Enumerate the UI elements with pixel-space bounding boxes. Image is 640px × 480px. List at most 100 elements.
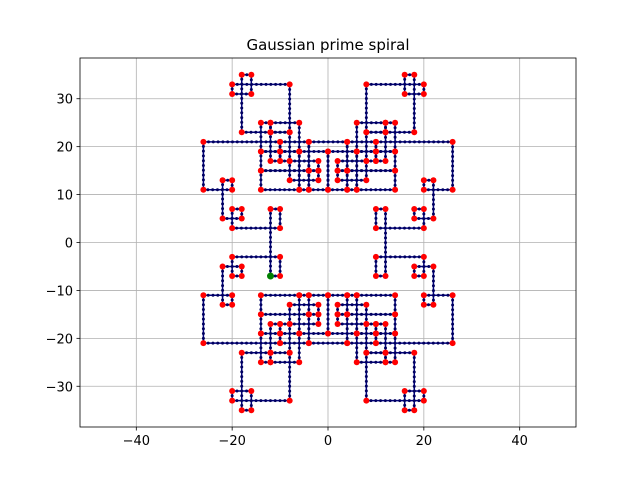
prime-point [315, 177, 322, 184]
prime-point [267, 119, 274, 126]
prime-point [353, 119, 360, 126]
prime-point [325, 148, 331, 155]
prime-point [392, 186, 399, 193]
prime-point [411, 71, 418, 78]
prime-point [267, 320, 274, 327]
prime-point [420, 292, 427, 299]
prime-point [248, 71, 255, 78]
prime-point [334, 311, 341, 318]
y-tick-label: −30 [46, 380, 73, 395]
prime-point [238, 129, 245, 136]
prime-point [353, 148, 360, 155]
prime-point [200, 340, 207, 347]
prime-point [200, 292, 207, 299]
prime-point [363, 301, 370, 308]
prime-point [325, 330, 331, 337]
prime-point [305, 292, 312, 299]
prime-point [248, 388, 255, 395]
prime-point [296, 186, 303, 193]
prime-point [401, 71, 408, 78]
prime-point [305, 186, 312, 193]
prime-point [392, 311, 399, 318]
prime-point [334, 320, 341, 327]
prime-point [286, 158, 293, 165]
prime-point [372, 205, 379, 212]
prime-point [411, 263, 418, 270]
prime-point [229, 225, 236, 232]
prime-point [229, 301, 236, 308]
prime-point [286, 81, 293, 88]
prime-point [257, 148, 264, 155]
prime-point [267, 359, 274, 366]
x-tick-label: −40 [123, 434, 150, 449]
prime-point [315, 167, 322, 174]
prime-point [372, 320, 379, 327]
prime-point [229, 177, 236, 184]
prime-point [372, 273, 379, 280]
prime-point [363, 177, 370, 184]
prime-point [449, 186, 456, 193]
prime-point [420, 90, 427, 97]
prime-point [267, 205, 274, 212]
prime-point [392, 167, 399, 174]
prime-point [363, 320, 370, 327]
prime-point [229, 205, 236, 212]
prime-point [219, 301, 226, 308]
prime-point [219, 263, 226, 270]
prime-point [238, 407, 245, 414]
chart-title: Gaussian prime spiral [246, 36, 409, 54]
prime-point [449, 292, 456, 299]
prime-point [315, 158, 322, 165]
prime-point [353, 186, 360, 193]
prime-point [296, 359, 303, 366]
start-point [266, 272, 274, 280]
prime-point [411, 205, 418, 212]
prime-point [411, 215, 418, 222]
x-tick-label: 0 [324, 434, 332, 449]
prime-point [430, 301, 437, 308]
prime-point [353, 330, 360, 337]
prime-point [401, 388, 408, 395]
prime-point [382, 359, 389, 366]
prime-point [238, 215, 245, 222]
prime-point [344, 138, 351, 145]
prime-point [296, 292, 303, 299]
prime-point [420, 205, 427, 212]
prime-point [401, 90, 408, 97]
prime-point [305, 138, 312, 145]
prime-point [277, 138, 284, 145]
prime-point [277, 340, 284, 347]
prime-point [372, 148, 379, 155]
prime-point [382, 205, 389, 212]
prime-point [382, 158, 389, 165]
prime-point [363, 81, 370, 88]
prime-point [430, 177, 437, 184]
prime-point [277, 253, 284, 260]
prime-point [325, 292, 331, 299]
prime-point [200, 186, 207, 193]
x-tick-label: −20 [218, 434, 245, 449]
prime-point [229, 186, 236, 193]
y-tick-label: −10 [46, 284, 73, 299]
prime-point [277, 205, 284, 212]
prime-point [296, 119, 303, 126]
prime-point [296, 148, 303, 155]
prime-point [334, 158, 341, 165]
prime-point [353, 359, 360, 366]
prime-point [363, 129, 370, 136]
prime-point [286, 177, 293, 184]
prime-point [382, 273, 389, 280]
prime-point [334, 301, 341, 308]
y-tick-label: 20 [56, 141, 73, 156]
prime-point [286, 301, 293, 308]
prime-point [372, 138, 379, 145]
prime-point [392, 119, 399, 126]
y-tick-label: 10 [56, 189, 73, 204]
prime-point [267, 158, 274, 165]
prime-point [200, 138, 207, 145]
prime-point [325, 186, 331, 193]
prime-point [238, 263, 245, 270]
prime-point [420, 81, 427, 88]
prime-point [344, 311, 351, 318]
